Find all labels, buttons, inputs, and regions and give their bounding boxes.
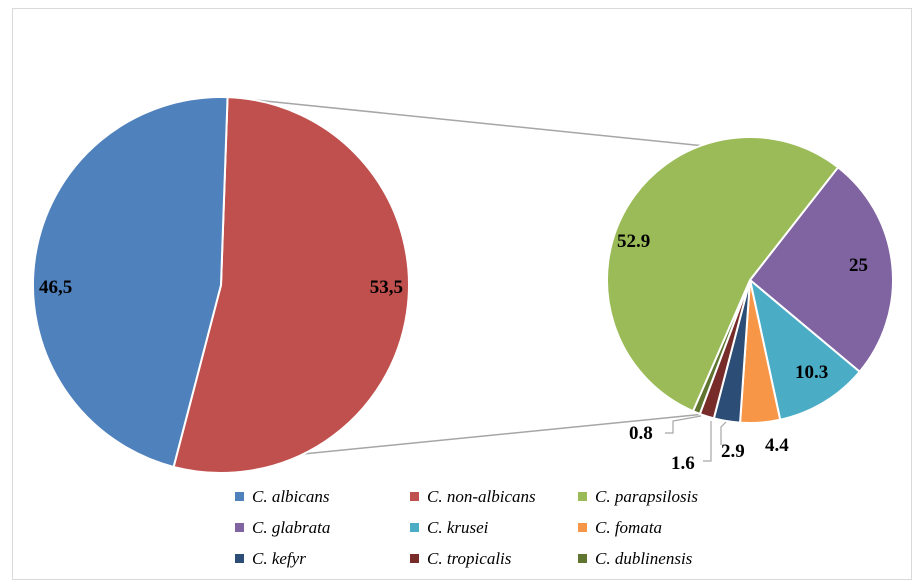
legend-label: C. non-albicans: [427, 487, 536, 506]
secondary-label-c-kefyr: 2.9: [721, 441, 745, 462]
secondary-label-c-parapsilosis: 52.9: [617, 231, 650, 252]
legend-swatch: [578, 522, 587, 532]
legend-item-c-krusei: C. krusei: [410, 518, 488, 538]
legend-item-c-kefyr: C. kefyr: [235, 549, 306, 569]
legend-label: C. kefyr: [252, 549, 306, 568]
legend-item-c-parapsilosis: C. parapsilosis: [578, 487, 698, 507]
main-slice-c-non-albicans: [172, 96, 410, 474]
legend-item-c-fomata: C. fomata: [578, 518, 662, 538]
legend-label: C. dublinensis: [595, 549, 693, 568]
legend-swatch: [578, 553, 587, 563]
legend-item-c-non-albicans: C. non-albicans: [410, 487, 536, 507]
legend-row: C. albicans C. non-albicans C. parapsilosi…: [235, 487, 795, 518]
main-slice-c-albicans: [31, 96, 229, 469]
secondary-slice-c-glabrata: [748, 165, 894, 374]
legend-label: C. krusei: [427, 518, 489, 537]
legend-item-c-dublinensis: C. dublinensis: [578, 549, 692, 569]
secondary-label-c-krusei: 10.3: [795, 362, 828, 383]
chart-frame: 46,5 53,5 52.9 25 10.3 4.4 2.9 1.6 0.8 C. albica…: [12, 8, 912, 580]
legend-swatch: [578, 491, 587, 501]
leader-line-c-dublinensis: [665, 415, 702, 434]
legend-swatch: [410, 522, 419, 532]
legend-swatch: [235, 491, 244, 501]
legend-row: C. kefyr C. tropicalis C. dublinensis: [235, 549, 795, 580]
legend-label: C. albicans: [252, 487, 330, 506]
secondary-label-c-dublinensis: 0.8: [629, 423, 653, 444]
legend-swatch: [235, 522, 244, 532]
leader-line-c-tropicalis: [703, 421, 712, 462]
legend-label: C. tropicalis: [427, 549, 512, 568]
legend-row: C. glabrata C. krusei C. fomata: [235, 518, 795, 549]
main-label-c-non-albicans: 53,5: [370, 277, 403, 298]
connector-line-top: [227, 96, 702, 147]
main-label-c-albicans: 46,5: [39, 277, 72, 298]
legend-item-c-albicans: C. albicans: [235, 487, 329, 507]
bar-of-pie-chart: 46,5 53,5 52.9 25 10.3 4.4 2.9 1.6 0.8: [31, 96, 894, 474]
legend-item-c-tropicalis: C. tropicalis: [410, 549, 511, 569]
legend-item-c-glabrata: C. glabrata: [235, 518, 330, 538]
secondary-slice-c-parapsilosis: [606, 136, 840, 413]
secondary-slice-c-krusei: [748, 277, 862, 421]
secondary-label-c-tropicalis: 1.6: [671, 453, 695, 474]
legend: C. albicans C. non-albicans C. parapsilosi…: [235, 487, 795, 580]
secondary-label-c-glabrata: 25: [849, 255, 868, 276]
secondary-label-c-fomata: 4.4: [765, 435, 789, 456]
leader-line-c-kefyr: [720, 421, 727, 445]
legend-swatch: [410, 553, 419, 563]
legend-label: C. glabrata: [252, 518, 331, 537]
legend-label: C. fomata: [595, 518, 663, 537]
legend-swatch: [235, 553, 244, 563]
legend-label: C. parapsilosis: [595, 487, 698, 506]
legend-swatch: [410, 491, 419, 501]
